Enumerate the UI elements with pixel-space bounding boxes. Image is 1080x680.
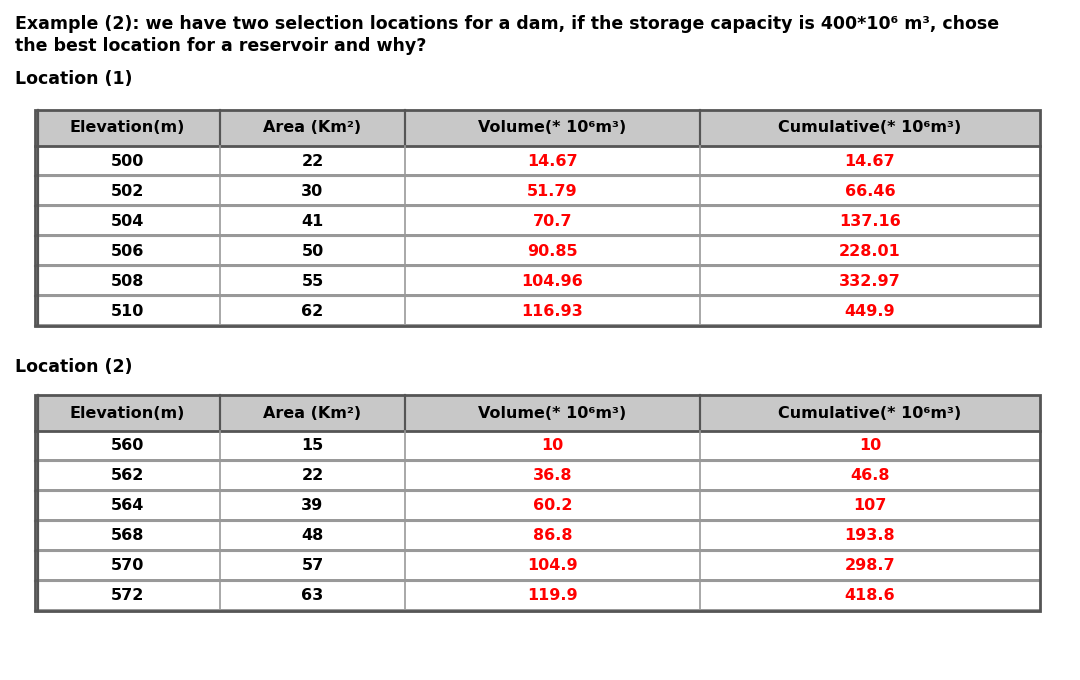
Text: 15: 15 xyxy=(301,439,324,454)
Text: 119.9: 119.9 xyxy=(527,588,578,604)
Text: 193.8: 193.8 xyxy=(845,528,895,543)
Text: 107: 107 xyxy=(853,498,887,513)
Text: 500: 500 xyxy=(111,154,145,169)
Text: Cumulative(* 10⁶m³): Cumulative(* 10⁶m³) xyxy=(779,120,961,135)
Bar xyxy=(35,110,1040,326)
Text: 48: 48 xyxy=(301,528,324,543)
Text: Area (Km²): Area (Km²) xyxy=(264,405,362,420)
Text: 572: 572 xyxy=(111,588,145,604)
Text: the best location for a reservoir and why?: the best location for a reservoir and wh… xyxy=(15,37,427,55)
Text: 104.9: 104.9 xyxy=(527,558,578,573)
Bar xyxy=(35,264,1040,266)
Text: 46.8: 46.8 xyxy=(850,469,890,483)
Text: 51.79: 51.79 xyxy=(527,184,578,199)
Text: 564: 564 xyxy=(111,498,145,513)
Text: 86.8: 86.8 xyxy=(532,528,572,543)
Text: 510: 510 xyxy=(111,303,145,318)
Text: Example (2): we have two selection locations for a dam, if the storage capacity : Example (2): we have two selection locat… xyxy=(15,15,999,33)
Text: 22: 22 xyxy=(301,469,324,483)
Text: 10: 10 xyxy=(859,439,881,454)
Text: 39: 39 xyxy=(301,498,324,513)
Text: 332.97: 332.97 xyxy=(839,273,901,288)
Bar xyxy=(35,519,1040,521)
Text: 502: 502 xyxy=(111,184,145,199)
Text: 568: 568 xyxy=(111,528,145,543)
Text: 57: 57 xyxy=(301,558,324,573)
Text: 104.96: 104.96 xyxy=(522,273,583,288)
Bar xyxy=(35,395,1040,431)
Text: 63: 63 xyxy=(301,588,324,604)
Text: 14.67: 14.67 xyxy=(527,154,578,169)
Text: 116.93: 116.93 xyxy=(522,303,583,318)
Bar xyxy=(35,204,1040,206)
Text: Volume(* 10⁶m³): Volume(* 10⁶m³) xyxy=(478,120,626,135)
Text: 298.7: 298.7 xyxy=(845,558,895,573)
Text: 55: 55 xyxy=(301,273,324,288)
Text: 22: 22 xyxy=(301,154,324,169)
Bar xyxy=(35,294,1040,296)
Text: 449.9: 449.9 xyxy=(845,303,895,318)
Text: Cumulative(* 10⁶m³): Cumulative(* 10⁶m³) xyxy=(779,405,961,420)
Bar xyxy=(35,324,1040,326)
Text: 62: 62 xyxy=(301,303,324,318)
Text: Location (1): Location (1) xyxy=(15,70,133,88)
Text: Elevation(m): Elevation(m) xyxy=(70,405,185,420)
Text: 70.7: 70.7 xyxy=(532,214,572,228)
Bar xyxy=(35,174,1040,176)
Bar xyxy=(35,489,1040,491)
Text: 10: 10 xyxy=(541,439,564,454)
Text: 506: 506 xyxy=(111,243,145,258)
Text: 14.67: 14.67 xyxy=(845,154,895,169)
Bar xyxy=(35,609,1040,611)
Bar xyxy=(35,395,1040,611)
Text: 504: 504 xyxy=(111,214,145,228)
Text: 41: 41 xyxy=(301,214,324,228)
Bar xyxy=(35,110,1040,326)
Text: 137.16: 137.16 xyxy=(839,214,901,228)
Text: 418.6: 418.6 xyxy=(845,588,895,604)
Bar xyxy=(35,395,1040,611)
Text: Elevation(m): Elevation(m) xyxy=(70,120,185,135)
Text: 570: 570 xyxy=(111,558,145,573)
Text: 508: 508 xyxy=(111,273,145,288)
Text: 90.85: 90.85 xyxy=(527,243,578,258)
Bar xyxy=(35,459,1040,461)
Text: Location (2): Location (2) xyxy=(15,358,133,376)
Bar xyxy=(35,579,1040,581)
Text: 36.8: 36.8 xyxy=(532,469,572,483)
Text: Volume(* 10⁶m³): Volume(* 10⁶m³) xyxy=(478,405,626,420)
Bar xyxy=(35,549,1040,551)
Text: 228.01: 228.01 xyxy=(839,243,901,258)
Text: 30: 30 xyxy=(301,184,324,199)
Bar xyxy=(35,110,1040,146)
Text: 60.2: 60.2 xyxy=(532,498,572,513)
Bar xyxy=(35,234,1040,236)
Text: 66.46: 66.46 xyxy=(845,184,895,199)
Text: 50: 50 xyxy=(301,243,324,258)
Text: 562: 562 xyxy=(111,469,145,483)
Text: 560: 560 xyxy=(111,439,145,454)
Text: Area (Km²): Area (Km²) xyxy=(264,120,362,135)
